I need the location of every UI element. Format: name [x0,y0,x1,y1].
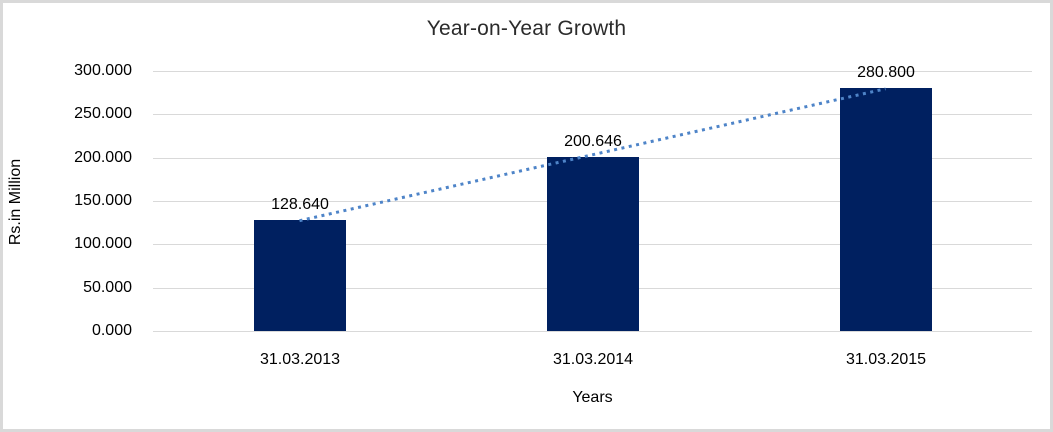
x-axis-title: Years [572,389,613,406]
bar-31.03.2014 [547,157,639,331]
gridline [153,71,1032,72]
gridline [153,331,1032,332]
bar-data-label: 280.800 [857,64,915,81]
x-tick-label: 31.03.2015 [845,351,927,368]
y-tick-label: 50.000 [83,279,132,296]
plot-area: 128.640 200.646 280.800 [153,64,1032,332]
trendline-path [299,87,886,223]
y-tick-label: 100.000 [74,235,132,252]
chart-title: Year-on-Year Growth [426,17,627,40]
trendline [299,87,886,223]
bar-data-label: 128.640 [271,196,329,213]
bar-data-label: 200.646 [564,133,622,150]
gridline [153,114,1032,115]
bar-31.03.2015 [840,88,932,331]
y-tick-label: 250.000 [74,105,132,122]
x-tick-label: 31.03.2014 [552,351,634,368]
y-tick-label: 200.000 [74,149,132,166]
x-tick-label: 31.03.2013 [259,351,341,368]
bar-31.03.2013 [254,220,346,331]
y-tick-label: 0.000 [91,322,132,339]
y-tick-label: 300.000 [74,62,132,79]
y-tick-label: 150.000 [74,192,132,209]
